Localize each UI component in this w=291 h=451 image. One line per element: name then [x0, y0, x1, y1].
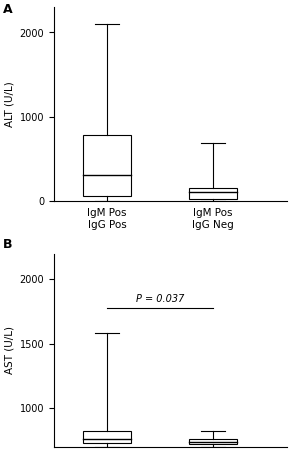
Bar [83, 431, 131, 443]
Text: P = 0.037: P = 0.037 [136, 294, 184, 304]
Text: A: A [3, 4, 13, 16]
Bar [189, 188, 237, 199]
Y-axis label: AST (U/L): AST (U/L) [4, 326, 14, 374]
Y-axis label: ALT (U/L): ALT (U/L) [4, 81, 14, 127]
Bar [83, 135, 131, 196]
Bar [189, 439, 237, 444]
Text: B: B [3, 238, 12, 251]
